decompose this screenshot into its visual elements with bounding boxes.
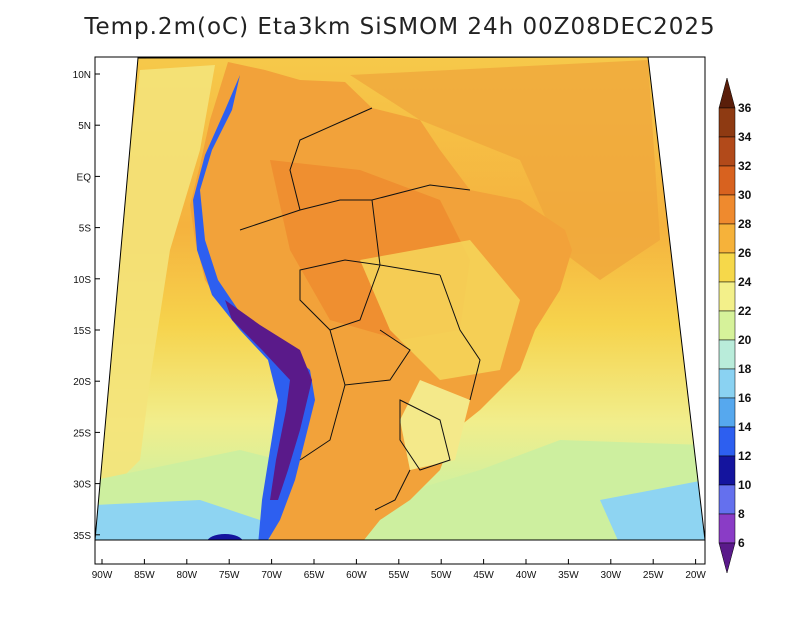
colorbar-label: 36	[738, 101, 752, 115]
colorbar-label: 28	[738, 217, 752, 231]
central-plateau	[360, 240, 520, 380]
lon-label: 45W	[473, 570, 494, 581]
lon-label: 20W	[685, 570, 706, 581]
colorbar-label: 22	[738, 304, 752, 318]
lat-label: 35S	[73, 531, 91, 542]
lon-label: 65W	[304, 570, 325, 581]
colorbar-label: 6	[738, 536, 745, 550]
colorbar-top-arrow	[718, 77, 736, 109]
lat-axis: 10N 5N EQ 5S 10S 15S 20S 25S 30S 35S	[73, 70, 100, 542]
colorbar-swatch	[718, 310, 736, 341]
lat-label: 20S	[73, 377, 91, 388]
plot-border	[94, 56, 706, 565]
colorbar-swatch	[718, 165, 736, 196]
lon-label: 30W	[601, 570, 622, 581]
colorbar-swatch	[718, 194, 736, 225]
colorbar-swatch	[718, 368, 736, 399]
colorbar-label: 10	[738, 478, 752, 492]
lon-label: 70W	[261, 570, 282, 581]
colorbar-label: 24	[738, 275, 752, 289]
colorbar-label: 34	[738, 130, 752, 144]
lon-label: 90W	[92, 570, 113, 581]
south-blue-band	[95, 500, 270, 540]
colorbar-swatch	[718, 252, 736, 283]
lat-label: EQ	[77, 172, 92, 183]
lon-label: 60W	[346, 570, 367, 581]
colorbar-label: 20	[738, 333, 752, 347]
andes-coldest	[225, 300, 312, 500]
cold-spot	[207, 534, 243, 540]
lon-label: 85W	[134, 570, 155, 581]
colorbar-swatch	[718, 223, 736, 254]
southeast-cool	[400, 380, 470, 470]
colorbar: 36 34 32 30 28 26 24 22 20 18 16 14 12 10 8 6	[718, 77, 752, 574]
colorbar-bottom-arrow	[718, 542, 736, 574]
colorbar-swatch	[718, 281, 736, 312]
ocean-warm-patch	[350, 60, 660, 280]
lon-label: 40W	[516, 570, 537, 581]
colorbar-label: 16	[738, 391, 752, 405]
lon-label: 50W	[431, 570, 452, 581]
lon-label: 25W	[643, 570, 664, 581]
colorbar-swatch	[718, 136, 736, 167]
colorbar-label: 26	[738, 246, 752, 260]
lon-axis: 90W 85W 80W 75W 70W 65W 60W 55W 50W 45W 40W 35W 30W 2…	[92, 559, 706, 581]
colorbar-label: 14	[738, 420, 752, 434]
country-borders	[239, 107, 481, 511]
colorbar-label: 30	[738, 188, 752, 202]
lon-label: 55W	[389, 570, 410, 581]
lat-label: 5N	[78, 121, 91, 132]
colorbar-swatch	[718, 339, 736, 370]
lon-label: 80W	[177, 570, 198, 581]
colorbar-swatch	[718, 107, 736, 138]
colorbar-swatch	[718, 397, 736, 428]
lon-label: 75W	[219, 570, 240, 581]
map-title: Temp.2m(oC) Eta3km SiSMOM 24h 00Z08DEC20…	[84, 14, 716, 40]
lat-label: 10S	[73, 275, 91, 286]
south-blue-east	[600, 480, 705, 540]
colorbar-swatch	[718, 455, 736, 486]
pacific-yellow-band	[100, 65, 215, 500]
colorbar-swatch	[718, 513, 736, 544]
lat-label: 10N	[73, 70, 91, 81]
colorbar-swatch	[718, 426, 736, 457]
colorbar-label: 18	[738, 362, 752, 376]
map-domain	[95, 57, 705, 540]
lat-label: 30S	[73, 480, 91, 491]
lat-label: 25S	[73, 428, 91, 439]
lat-label: 5S	[79, 224, 92, 235]
colorbar-label: 8	[738, 507, 745, 521]
lon-label: 35W	[558, 570, 579, 581]
colorbar-swatch	[718, 484, 736, 515]
colorbar-label: 12	[738, 449, 752, 463]
colorbar-label: 32	[738, 159, 752, 173]
lat-label: 15S	[73, 326, 91, 337]
